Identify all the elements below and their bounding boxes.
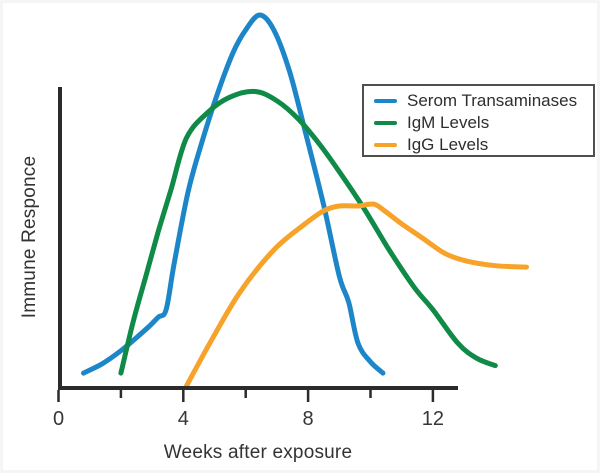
x-axis-title: Weeks after exposure (163, 442, 353, 463)
legend-swatch-blue-line-icon (374, 98, 397, 104)
series-line-serom-transaminases (81, 12, 386, 376)
legend: Serom Transaminases IgM Levels IgG Level… (362, 84, 595, 157)
legend-swatch-green-line-icon (374, 120, 397, 126)
x-axis-tick-labels: 0 4 8 12 (53, 408, 444, 430)
series-lines (81, 12, 529, 389)
legend-swatch-orange-line-icon (374, 142, 397, 148)
legend-label: IgM Levels (407, 113, 490, 132)
legend-item-igm-levels: IgM Levels (374, 112, 593, 134)
legend-item-serom-transaminases: Serom Transaminases (374, 90, 593, 112)
series-line-igg-levels (183, 201, 529, 389)
chart-canvas: 0 4 8 12 (53, 12, 529, 430)
x-axis-tick-label: 4 (178, 408, 189, 430)
chart-area: 0 4 8 12 Immune Responce Weeks after exposu… (3, 3, 597, 470)
y-axis-title: Immune Responce (19, 155, 40, 319)
series-line-igm-levels (118, 88, 498, 376)
legend-label: IgG Levels (407, 135, 489, 154)
x-axis-tick-label: 8 (303, 408, 314, 430)
legend-item-igg-levels: IgG Levels (374, 134, 593, 156)
legend-label: Serom Transaminases (407, 91, 578, 110)
x-axis-ticks (57, 390, 435, 402)
x-axis-tick-label: 0 (53, 408, 64, 430)
x-axis-tick-label: 12 (422, 408, 444, 430)
